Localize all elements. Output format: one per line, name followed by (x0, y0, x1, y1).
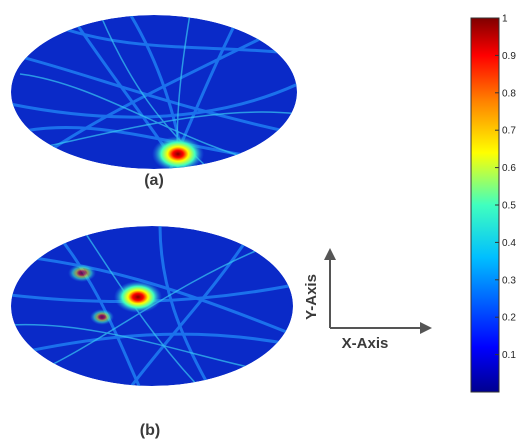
hotspot-b (114, 281, 162, 313)
colorbar-tick-label: 0.9 (502, 51, 516, 62)
colorbar-tick-label: 0.3 (502, 275, 516, 286)
colorbar-tick-label: 1 (502, 14, 508, 25)
colorbar-ticks: 1 0.9 0.8 0.7 0.6 0.5 0.4 0.3 0.2 0.1 (495, 14, 516, 361)
colorbar-tick-label: 0.1 (502, 350, 516, 361)
y-axis-label: Y-Axis (303, 274, 320, 320)
colorbar-tick-label: 0.7 (502, 126, 516, 137)
panel-label-a: (a) (144, 172, 164, 189)
colorbar-gradient (470, 17, 500, 393)
axes-indicator: Y-Axis X-Axis (303, 248, 432, 352)
colorbar-tick-label: 0.2 (502, 313, 516, 324)
colorbar-tick-label: 0.4 (502, 238, 516, 249)
heatmap-panel-b (11, 226, 293, 386)
colorbar-tick-label: 0.8 (502, 88, 516, 99)
x-axis-label: X-Axis (342, 335, 389, 352)
heatmap-panel-a (11, 15, 297, 169)
colorbar: 1 0.9 0.8 0.7 0.6 0.5 0.4 0.3 0.2 0.1 (470, 14, 516, 393)
colorbar-tick-label: 0.5 (502, 201, 516, 212)
panel-label-b: (b) (139, 422, 161, 439)
colorbar-tick-label: 0.6 (502, 163, 516, 174)
hotspot-a (152, 136, 204, 169)
